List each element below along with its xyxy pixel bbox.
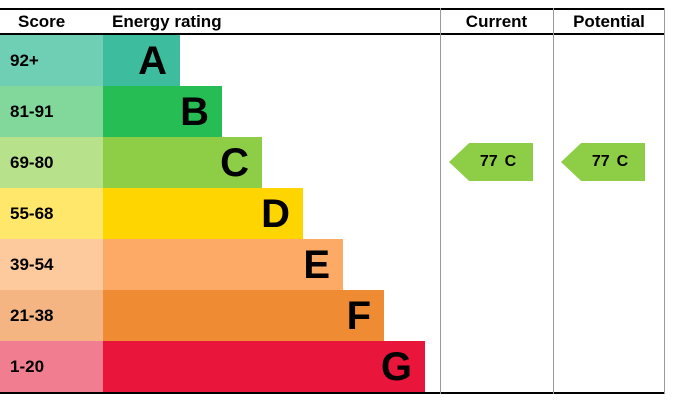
score-range-label: 69-80 <box>10 152 54 172</box>
score-range-label: 39-54 <box>10 254 54 274</box>
rating-row: 55-68 D <box>0 188 665 239</box>
epc-rows: 92+ A 81-91 B 69-80 C 55-68 D 39-54 <box>0 35 665 394</box>
rating-row: 81-91 B <box>0 86 665 137</box>
current-rating-arrow: 77 C <box>449 143 533 181</box>
rating-bar: G <box>103 341 425 392</box>
score-cell: 81-91 <box>0 86 103 137</box>
rating-bar: D <box>103 188 303 239</box>
band-letter: B <box>180 89 209 134</box>
band-letter: A <box>138 38 167 83</box>
rating-row: 92+ A <box>0 35 665 86</box>
rating-bar: B <box>103 86 222 137</box>
potential-column-divider <box>553 8 554 394</box>
band-letter: D <box>261 191 290 236</box>
rating-bar: E <box>103 239 343 290</box>
score-cell: 69-80 <box>0 137 103 188</box>
score-cell: 21-38 <box>0 290 103 341</box>
potential-rating-arrow: 77 C <box>561 143 645 181</box>
current-rating-value: 77 <box>479 153 498 170</box>
right-edge-divider <box>664 8 665 394</box>
current-column-divider <box>440 8 441 394</box>
score-cell: 55-68 <box>0 188 103 239</box>
band-letter: F <box>346 293 371 338</box>
table-header: Score Energy rating Current Potential <box>0 8 665 35</box>
rating-bar: A <box>103 35 180 86</box>
header-potential: Potential <box>573 11 645 31</box>
band-letter: C <box>220 140 249 185</box>
current-rating-band: C <box>504 153 517 170</box>
score-cell: 92+ <box>0 35 103 86</box>
rating-row: 1-20 G <box>0 341 665 392</box>
score-range-label: 92+ <box>10 50 39 70</box>
rating-bar: C <box>103 137 262 188</box>
band-letter: E <box>303 242 330 287</box>
rating-bar: F <box>103 290 384 341</box>
header-score: Score <box>18 11 66 31</box>
potential-rating-value: 77 <box>591 153 610 170</box>
score-cell: 1-20 <box>0 341 103 392</box>
header-current: Current <box>465 11 528 31</box>
rating-row: 39-54 E <box>0 239 665 290</box>
score-cell: 39-54 <box>0 239 103 290</box>
rating-row: 21-38 F <box>0 290 665 341</box>
potential-rating-band: C <box>616 153 629 170</box>
score-range-label: 81-91 <box>10 101 54 121</box>
header-energy-rating: Energy rating <box>112 11 222 31</box>
band-letter: G <box>380 344 412 389</box>
rating-row: 69-80 C <box>0 137 665 188</box>
score-range-label: 21-38 <box>10 305 54 325</box>
score-range-label: 1-20 <box>10 356 45 376</box>
score-range-label: 55-68 <box>10 203 54 223</box>
